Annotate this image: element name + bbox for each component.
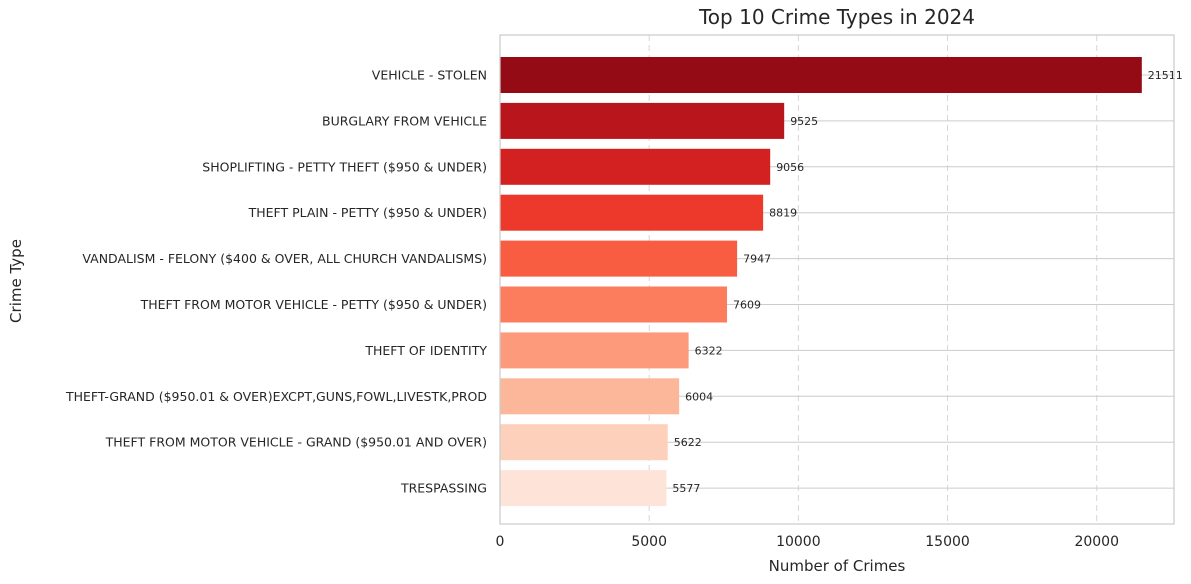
bar bbox=[500, 148, 771, 185]
x-tick-labels: 0 5000 10000 15000 20000 bbox=[496, 534, 1119, 550]
y-axis-label: Crime Type bbox=[7, 239, 25, 323]
x-tick-label: 10000 bbox=[776, 534, 821, 550]
chart-title: Top 10 Crime Types in 2024 bbox=[698, 5, 975, 29]
y-tick-label: THEFT-GRAND ($950.01 & OVER)EXCPT,GUNS,F… bbox=[65, 389, 487, 404]
x-tick-label: 15000 bbox=[925, 534, 970, 550]
bar bbox=[500, 194, 764, 231]
plot-frame bbox=[499, 34, 1175, 525]
bar bbox=[500, 424, 668, 461]
bar bbox=[500, 378, 680, 415]
bar bbox=[500, 332, 689, 369]
data-label: 6322 bbox=[695, 344, 723, 357]
data-label: 5622 bbox=[674, 436, 702, 449]
y-tick-label: BURGLARY FROM VEHICLE bbox=[322, 113, 487, 128]
bar bbox=[500, 57, 1142, 93]
data-label: 21511 bbox=[1148, 69, 1183, 82]
y-tick-label: VANDALISM - FELONY ($400 & OVER, ALL CHU… bbox=[82, 251, 487, 266]
y-tick-label: TRESPASSING bbox=[400, 481, 487, 496]
category-labels: VEHICLE - STOLEN BURGLARY FROM VEHICLE SHO… bbox=[65, 68, 487, 496]
y-tick-label: SHOPLIFTING - PETTY THEFT ($950 & UNDER) bbox=[202, 159, 487, 174]
data-label: 9525 bbox=[790, 115, 818, 128]
data-label: 6004 bbox=[685, 390, 713, 403]
bar bbox=[500, 470, 667, 507]
y-tick-label: VEHICLE - STOLEN bbox=[372, 68, 487, 83]
x-tick-label: 0 bbox=[496, 534, 505, 550]
y-tick-label: THEFT OF IDENTITY bbox=[364, 343, 487, 358]
data-label: 5577 bbox=[672, 482, 700, 495]
x-tick-label: 20000 bbox=[1074, 534, 1119, 550]
bar bbox=[500, 102, 785, 139]
y-tick-label: THEFT FROM MOTOR VEHICLE - GRAND ($950.0… bbox=[105, 435, 487, 450]
data-label: 7609 bbox=[733, 299, 761, 312]
data-label: 7947 bbox=[743, 253, 771, 266]
bar bbox=[500, 240, 738, 277]
x-axis-label: Number of Crimes bbox=[769, 557, 906, 575]
y-tick-label: THEFT FROM MOTOR VEHICLE - PETTY ($950 &… bbox=[140, 297, 487, 312]
data-label: 9056 bbox=[776, 161, 804, 174]
y-tick-label: THEFT PLAIN - PETTY ($950 & UNDER) bbox=[248, 205, 487, 220]
x-tick-label: 5000 bbox=[631, 534, 667, 550]
data-label: 8819 bbox=[769, 207, 797, 220]
bar bbox=[500, 286, 728, 323]
bars bbox=[500, 57, 1142, 507]
